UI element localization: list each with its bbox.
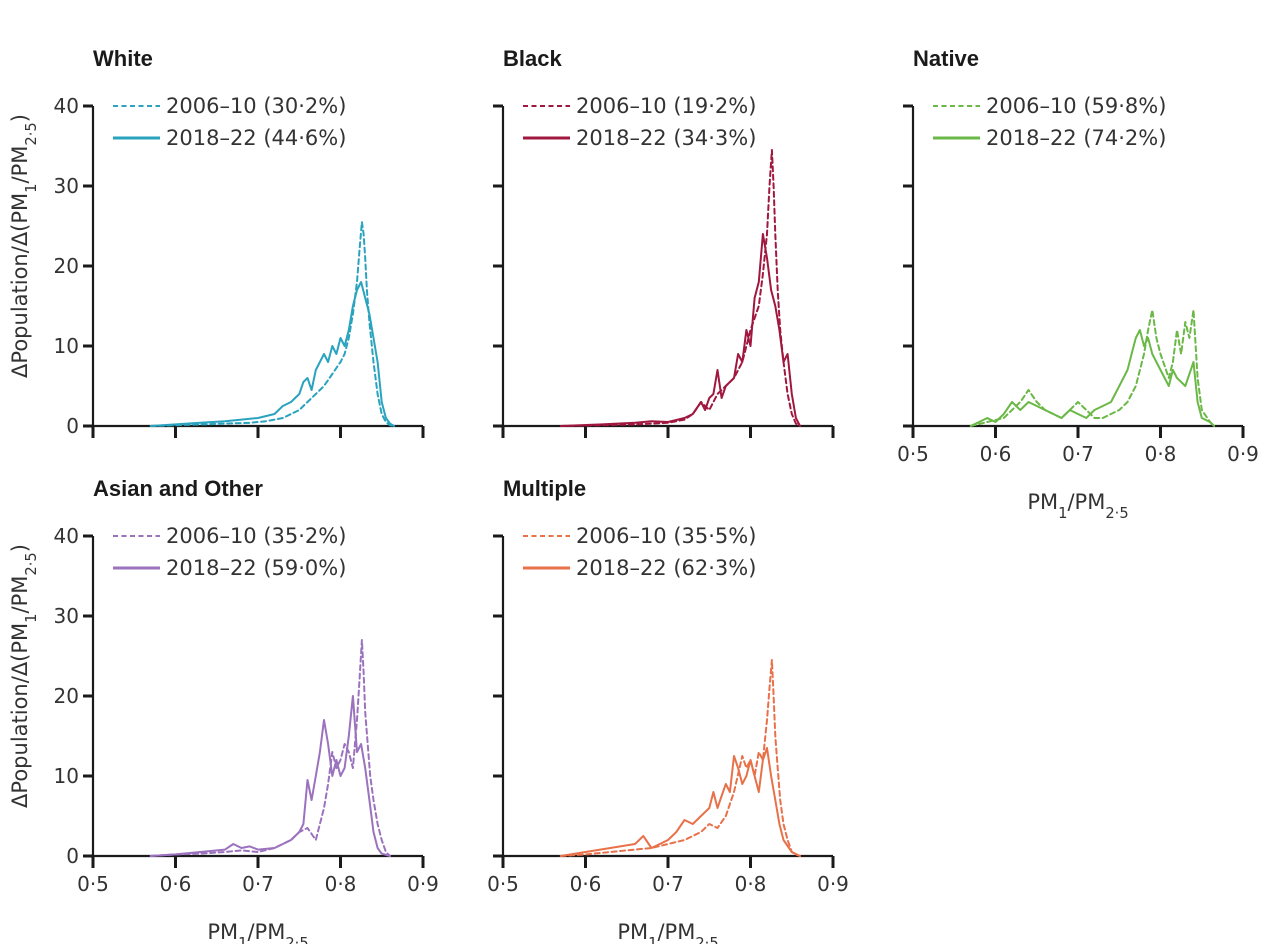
y-tick-label: 10	[54, 334, 79, 358]
legend-entry: 2018–22 (44·6%)	[166, 126, 346, 150]
series-line-2018-22	[969, 329, 1216, 427]
legend-entry: 2018–22 (62·3%)	[576, 556, 756, 580]
legend-entry: 2018–22 (59·0%)	[166, 556, 346, 580]
legend-entry: 2006–10 (35·2%)	[166, 524, 346, 548]
legend-entry: 2006–10 (19·2%)	[576, 94, 756, 118]
x-axis-label: PM1/PM2·5	[1027, 490, 1128, 522]
x-tick-label: 0·6	[160, 872, 192, 896]
y-axis-label: ΔPopulation/Δ(PM1/PM2·5)	[8, 544, 40, 808]
y-tick-label: 20	[54, 254, 79, 278]
chart-panel-1: Black 2006–10 (19·2%) 2018–22 (34·3%)	[493, 46, 835, 438]
y-tick-label: 40	[54, 94, 79, 118]
x-tick-label: 0·7	[652, 872, 684, 896]
series-line-2018-22	[559, 747, 801, 857]
legend-entry: 2006–10 (59·8%)	[986, 94, 1166, 118]
chart-panel-2: Native 0·5 0·6 0·7 0·8 0·9 PM1/PM2·5 2006–10 (5…	[897, 46, 1259, 522]
y-tick-label: 30	[54, 604, 79, 628]
panel-title: Asian and Other	[93, 476, 263, 501]
panel-title: Multiple	[503, 476, 586, 501]
y-axis-label: ΔPopulation/Δ(PM1/PM2·5)	[8, 114, 40, 378]
y-tick-label: 10	[54, 764, 79, 788]
x-tick-label: 0·9	[817, 872, 849, 896]
series-line-2006-10	[149, 639, 391, 857]
series-line-2018-22	[149, 281, 396, 427]
x-tick-label: 0·8	[735, 872, 767, 896]
x-axis-label: PM1/PM2·5	[617, 920, 718, 944]
panel-title: Black	[503, 46, 562, 71]
series-line-2018-22	[149, 695, 391, 857]
legend-entry: 2018–22 (34·3%)	[576, 126, 756, 150]
y-tick-label: 20	[54, 684, 79, 708]
panel-title: Native	[913, 46, 979, 71]
legend-entry: 2018–22 (74·2%)	[986, 126, 1166, 150]
x-tick-label: 0·6	[980, 442, 1012, 466]
panel-title: White	[93, 46, 153, 71]
x-axis-label: PM1/PM2·5	[207, 920, 308, 944]
x-tick-label: 0·5	[897, 442, 929, 466]
y-tick-label: 40	[54, 524, 79, 548]
y-tick-label: 0	[66, 844, 79, 868]
chart-panel-4: Multiple 0·5 0·6 0·7 0·8 0·9 PM1/PM2·5 2006–10 …	[487, 476, 849, 944]
chart-panel-0: White 0 10 20 30 40 ΔPopulation/Δ(PM1/PM2·5) 20…	[8, 46, 425, 438]
series-line-2006-10	[969, 309, 1216, 427]
x-tick-label: 0·9	[407, 872, 439, 896]
x-tick-label: 0·7	[242, 872, 274, 896]
chart-panel-3: Asian and Other 0 10 20 30 40 0·5 0·6 0·7 0·8 0·9 P…	[8, 476, 439, 944]
x-tick-label: 0·5	[77, 872, 109, 896]
legend-entry: 2006–10 (35·5%)	[576, 524, 756, 548]
legend-entry: 2006–10 (30·2%)	[166, 94, 346, 118]
y-tick-label: 30	[54, 174, 79, 198]
x-tick-label: 0·6	[570, 872, 602, 896]
series-line-2018-22	[559, 233, 801, 427]
y-tick-label: 0	[66, 414, 79, 438]
x-tick-label: 0·5	[487, 872, 519, 896]
series-line-2006-10	[559, 149, 801, 427]
x-tick-label: 0·9	[1227, 442, 1259, 466]
x-tick-label: 0·8	[1145, 442, 1177, 466]
x-tick-label: 0·8	[325, 872, 357, 896]
series-line-2006-10	[149, 221, 396, 427]
x-tick-label: 0·7	[1062, 442, 1094, 466]
series-line-2006-10	[559, 659, 801, 857]
